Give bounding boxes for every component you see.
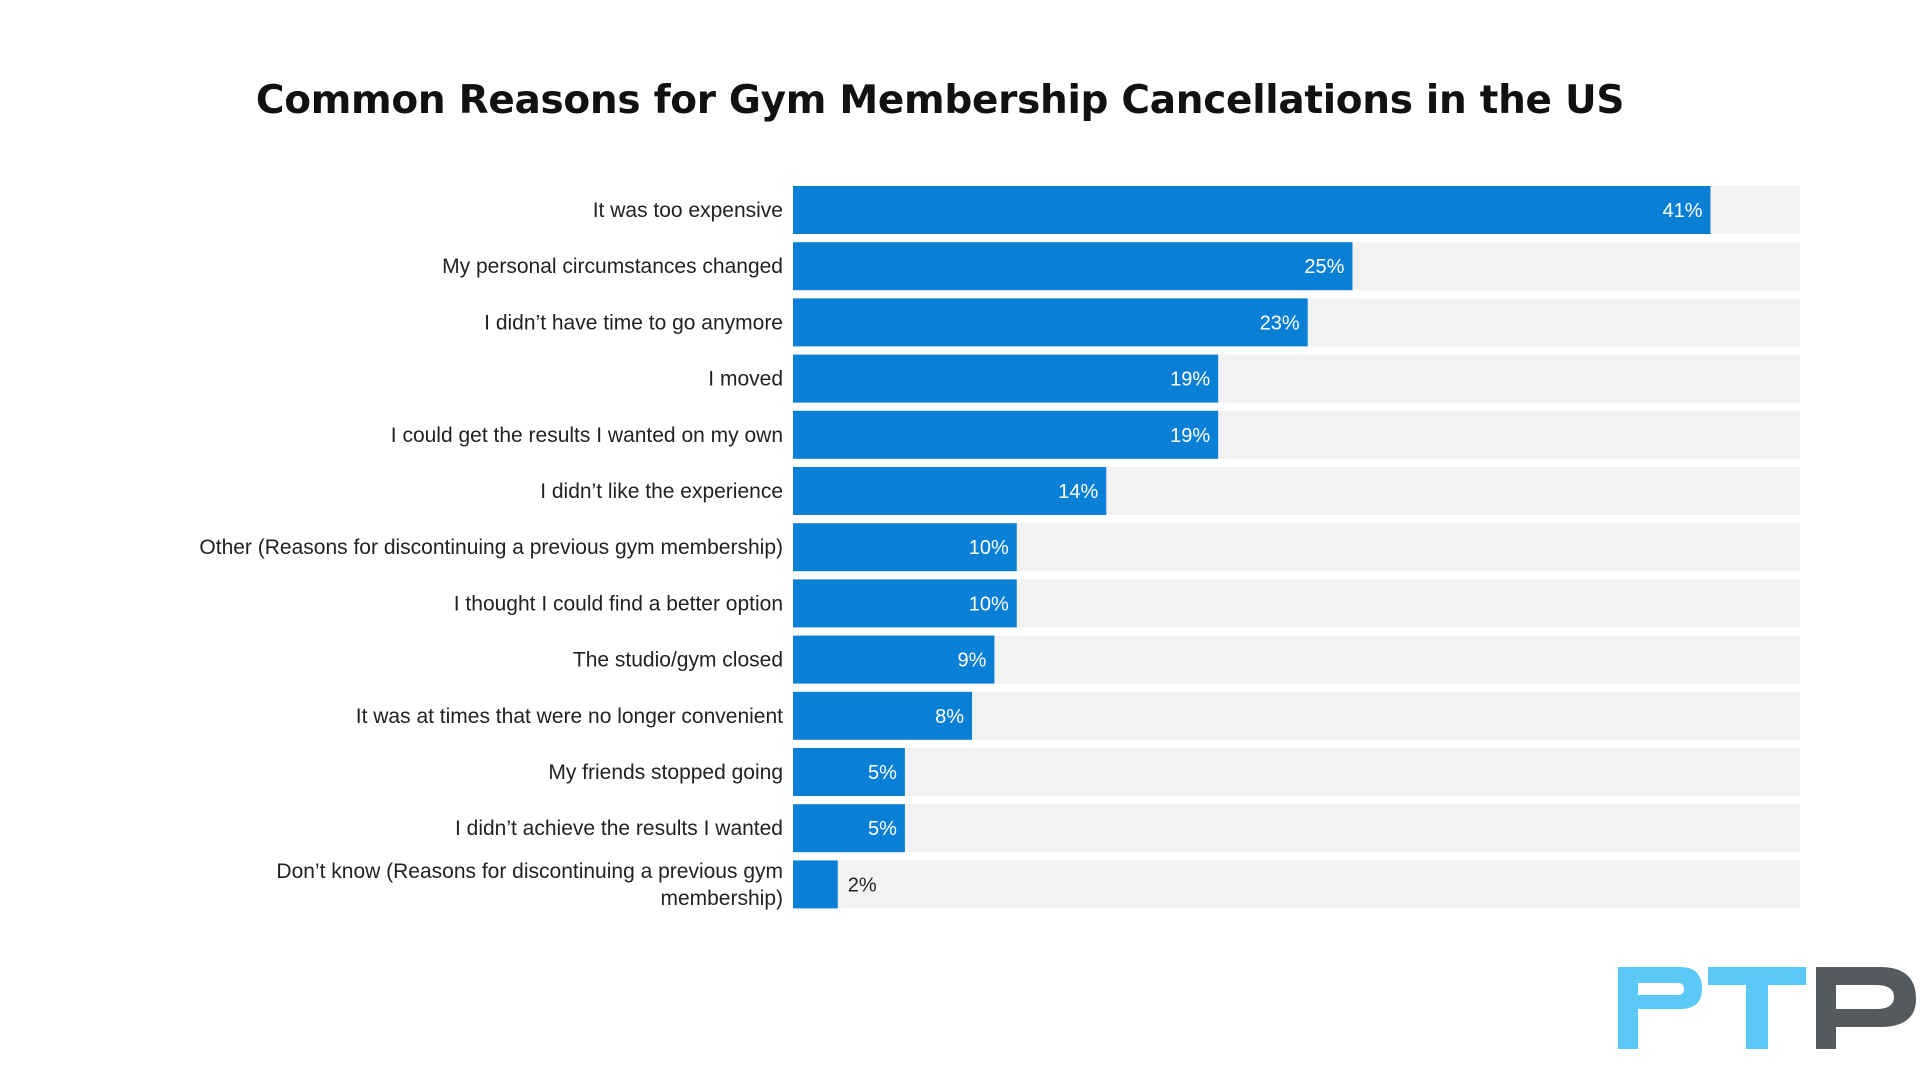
data-label: 41% xyxy=(1662,200,1702,222)
category-label: The studio/gym closed xyxy=(573,649,783,672)
category-label: I didn’t like the experience xyxy=(540,480,783,503)
category-label: Don’t know (Reasons for discontinuing a … xyxy=(276,860,783,910)
bar-track xyxy=(793,748,1800,796)
bar xyxy=(793,298,1308,347)
logo-letter-t xyxy=(1708,967,1806,1049)
data-label: 10% xyxy=(969,593,1009,615)
category-label: It was too expensive xyxy=(593,199,783,222)
category-label: I thought I could find a better option xyxy=(454,592,783,615)
bar xyxy=(793,410,1219,459)
data-label: 19% xyxy=(1170,425,1210,447)
category-label: I didn’t have time to go anymore xyxy=(484,311,783,334)
data-label: 25% xyxy=(1304,256,1344,278)
data-label: 23% xyxy=(1260,312,1300,334)
ptp-logo xyxy=(1618,967,1916,1049)
bar xyxy=(793,579,1017,628)
data-label: 5% xyxy=(868,762,897,784)
bar-track xyxy=(793,860,1800,909)
data-label: 5% xyxy=(868,818,897,840)
category-label: My personal circumstances changed xyxy=(442,255,783,278)
bars-layer: 41% It was too expensive 25% My personal ci… xyxy=(199,186,1800,910)
data-label: 2% xyxy=(848,874,877,896)
bar xyxy=(793,748,905,796)
bar xyxy=(793,804,905,853)
chart-title: Common Reasons for Gym Membership Cancel… xyxy=(255,78,1625,123)
category-label: I didn’t achieve the results I wanted xyxy=(455,817,783,840)
category-label: It was at times that were no longer conv… xyxy=(356,705,783,728)
data-label: 10% xyxy=(969,537,1009,559)
data-label: 9% xyxy=(957,650,986,672)
bar xyxy=(793,467,1107,515)
bar xyxy=(793,635,995,684)
data-label: 8% xyxy=(935,706,964,728)
data-label: 14% xyxy=(1058,481,1098,503)
bar xyxy=(793,186,1711,234)
bar-track xyxy=(793,804,1800,853)
bar xyxy=(793,860,838,909)
category-label: My friends stopped going xyxy=(548,761,783,784)
category-label: I could get the results I wanted on my o… xyxy=(391,424,783,447)
bar xyxy=(793,691,973,740)
logo-letter-p2 xyxy=(1816,967,1916,1049)
bar xyxy=(793,354,1219,403)
bar xyxy=(793,242,1353,291)
logo-letter-p1 xyxy=(1618,967,1702,1049)
category-label: I moved xyxy=(708,368,783,391)
category-label: Other (Reasons for discontinuing a previ… xyxy=(199,536,783,559)
bar xyxy=(793,523,1017,572)
data-label: 19% xyxy=(1170,369,1210,391)
